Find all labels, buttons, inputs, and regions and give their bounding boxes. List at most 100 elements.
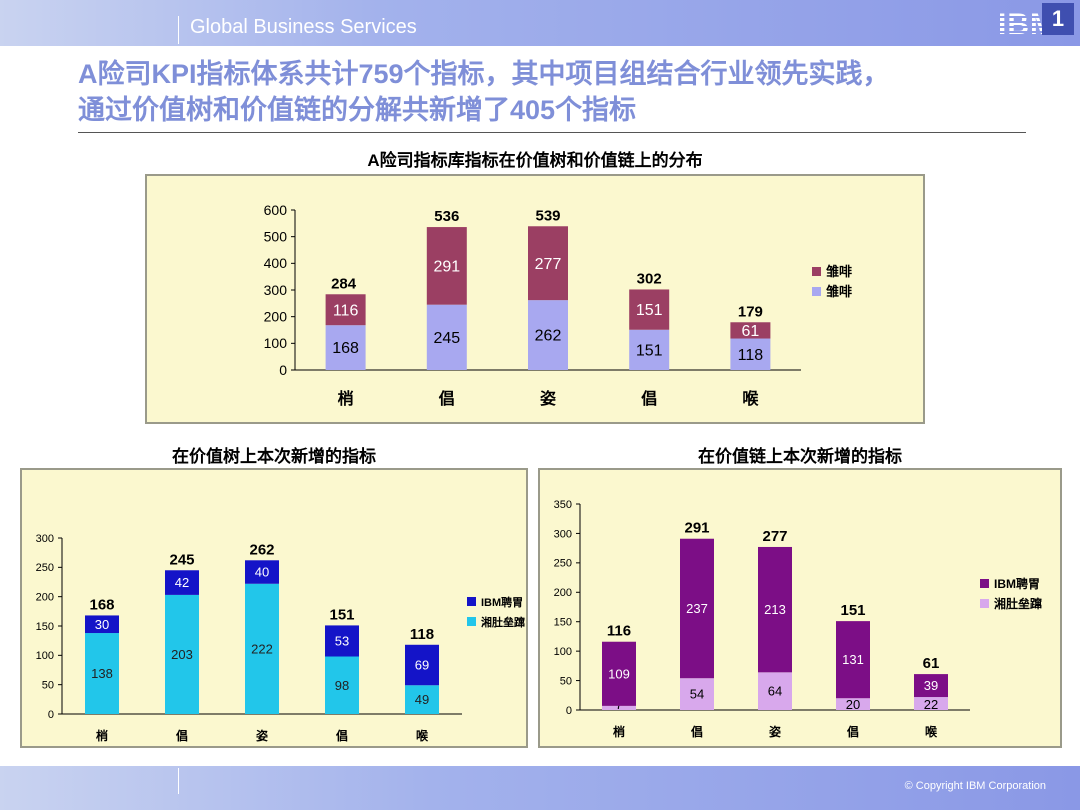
data-label: 30 [95,617,109,632]
data-label: 49 [415,692,429,707]
bar-segment [245,583,279,714]
top-bar: Global Business Services IBM 1 [0,0,1080,46]
data-label: 237 [686,601,708,616]
category-label: 倡 [640,389,657,408]
total-label: 539 [535,207,560,224]
data-label: 262 [535,328,562,345]
y-tick-label: 200 [264,309,288,325]
bar-segment [629,329,670,370]
bar-segment [602,641,636,706]
y-tick-label: 150 [554,617,572,629]
legend-label: IBM聘胃 [994,576,1040,591]
bar-segment [680,678,714,710]
data-label: 138 [91,666,113,681]
bar-segment [914,697,948,710]
data-label: 42 [175,575,189,590]
headline-line-1: A险司KPI指标体系共计759个指标，其中项目组结合行业领先实践， [78,59,890,89]
bar-segment [680,538,714,679]
data-label: 39 [924,678,938,693]
y-tick-label: 100 [36,650,54,662]
legend-label: 湘肚垒蹿 [481,615,525,629]
y-tick-label: 0 [48,709,54,721]
y-tick-label: 200 [36,592,54,604]
data-label: 54 [690,687,704,702]
data-label: 131 [842,652,864,667]
y-tick-label: 150 [36,621,54,633]
category-label: 倡 [846,724,859,739]
total-label: 277 [762,528,787,545]
category-label: 姿 [540,389,556,408]
bar-segment [528,226,568,301]
chart-distribution: 0 100 200 300 400 500 600 168 116 284 梢 245 291 536 倡 2… [264,202,852,408]
copyright: © Copyright IBM Corporation [904,780,1046,792]
chart-title-distribution: A险司指标库指标在价值树和价值链上的分布 [367,151,703,170]
bar-segment [730,322,771,339]
chart-value-chain: 0501001502002503003507109116梢54237291倡64… [554,499,1042,739]
total-label: 116 [607,623,631,640]
legend-swatch [812,267,821,276]
data-label: 222 [251,641,273,656]
y-tick-label: 300 [264,282,288,298]
headline: A险司KPI指标体系共计759个指标，其中项目组结合行业领先实践， 通过价值树和… [78,56,1038,128]
bar-segment [165,594,199,714]
category-label: 倡 [335,728,348,743]
total-label: 536 [434,208,459,225]
chart-panel-value-chain: 0501001502002503003507109116梢54237291倡64… [538,468,1062,748]
y-tick-label: 250 [554,558,572,570]
legend-swatch [467,617,476,626]
data-label: 151 [636,302,663,319]
y-tick-label: 250 [36,562,54,574]
chart-panel-distribution: 0 100 200 300 400 500 600 168 116 284 梢 245 291 536 倡 2… [145,174,925,424]
y-tick-label: 400 [264,255,288,271]
legend-label: 湘肚垒蹿 [994,596,1042,611]
legend-swatch [980,599,989,608]
data-label: 20 [846,697,860,712]
category-label: 倡 [690,724,703,739]
bar-segment [325,656,359,714]
chart-panel-value-tree: 0 50 100 150 200 250 300 138 30 168 梢 203 42 245 倡 222 4… [20,468,528,748]
bar-segment [405,685,439,714]
total-label: 262 [249,541,274,558]
footer-divider [178,768,179,794]
category-label: 喉 [416,728,429,743]
y-tick-label: 200 [554,587,572,599]
brand-title: Global Business Services [190,16,417,38]
data-label: 64 [768,684,782,699]
bar-segment [528,300,568,370]
data-label: 61 [742,323,760,340]
bar-segment [325,325,366,370]
y-tick-label: 350 [554,499,572,511]
data-label: 151 [636,342,663,359]
bar-segment [730,338,771,370]
total-label: 302 [637,270,662,287]
data-label: 245 [433,330,460,347]
total-label: 118 [410,626,434,643]
data-label: 168 [332,340,359,357]
category-label: 倡 [438,389,455,408]
chart-title-value-tree: 在价值树上本次新增的指标 [172,447,376,466]
category-label: 倡 [175,728,188,743]
bar-segment [245,560,279,584]
data-label: 40 [255,565,269,580]
bar-segment [426,227,467,305]
data-label: 213 [764,602,786,617]
y-tick-label: 0 [566,705,572,717]
data-label: 118 [738,347,764,364]
bar-segment [836,698,870,710]
y-tick-label: 300 [554,528,572,540]
legend-swatch [467,597,476,606]
data-label: 203 [171,647,193,662]
y-tick-label: 500 [264,229,288,245]
data-label: 69 [415,658,429,673]
chart-title-value-chain: 在价值链上本次新增的指标 [698,447,902,466]
total-label: 151 [840,602,865,619]
bar-segment [914,674,948,698]
legend-label: 雏啡 [826,284,852,299]
title-rule [78,132,1026,133]
total-label: 179 [738,303,763,320]
y-tick-label: 100 [264,335,288,351]
bar-segment [836,621,870,699]
bar-segment [629,289,670,330]
data-label: 291 [433,258,460,275]
category-label: 姿 [769,724,781,739]
